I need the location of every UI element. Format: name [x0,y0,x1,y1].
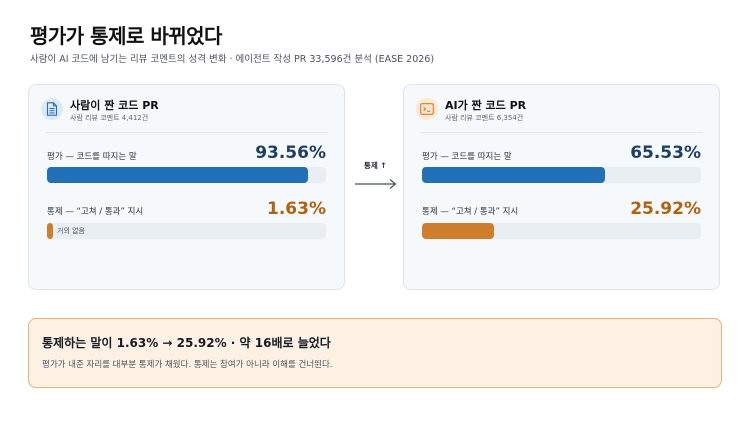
control-value: 1.63% [267,199,326,219]
card-subtitle: 사람 리뷰 코멘트 4,412건 [70,114,149,122]
card-title: AI가 짠 코드 PR [445,99,527,112]
eval-label: 평가 — 코드를 따지는 말 [422,152,512,162]
card-subtitle: 사람 리뷰 코멘트 6,354건 [445,114,524,122]
control-note: 거의 없음 [57,227,85,235]
eval-bar-track [422,167,701,183]
human-pr-card: 사람이 짠 코드 PR 사람 리뷰 코멘트 4,412건 평가 — 코드를 따지… [28,84,345,290]
ai-pr-card: AI가 짠 코드 PR 사람 리뷰 코멘트 6,354건 평가 — 코드를 따지… [403,84,720,290]
control-value: 25.92% [630,199,701,219]
card-divider [420,132,703,133]
eval-bar-fill [422,167,605,183]
page-subtitle: 사람이 AI 코드에 남기는 리뷰 코멘트의 성격 변화 · 에이전트 작성 P… [30,54,435,65]
terminal-icon [416,98,438,120]
control-bar-track: 거의 없음 [47,223,326,239]
eval-label: 평가 — 코드를 따지는 말 [47,152,137,162]
eval-value: 65.53% [630,143,701,163]
callout-title: 통제하는 말이 1.63% → 25.92% · 약 16배로 늘었다 [42,336,331,350]
control-label: 통제 — “고쳐 / 통과” 지시 [422,207,519,217]
eval-bar-track [47,167,326,183]
document-icon [41,98,63,120]
card-title: 사람이 짠 코드 PR [70,99,159,112]
control-bar-fill [47,223,53,239]
arrow-right-icon [355,179,397,189]
eval-bar-fill [47,167,309,183]
control-bar-fill [422,223,495,239]
card-divider [45,132,328,133]
control-label: 통제 — “고쳐 / 통과” 지시 [47,207,144,217]
eval-value: 93.56% [255,143,326,163]
transition-label: 통제 ↑ [364,161,387,170]
summary-callout: 통제하는 말이 1.63% → 25.92% · 약 16배로 늘었다 평가가 … [28,318,722,388]
callout-body: 평가가 내준 자리를 대부분 통제가 채웠다. 통제는 참여가 아니라 이해를 … [42,360,333,370]
page-title: 평가가 통제로 바뀌었다 [30,24,222,48]
control-bar-track [422,223,701,239]
